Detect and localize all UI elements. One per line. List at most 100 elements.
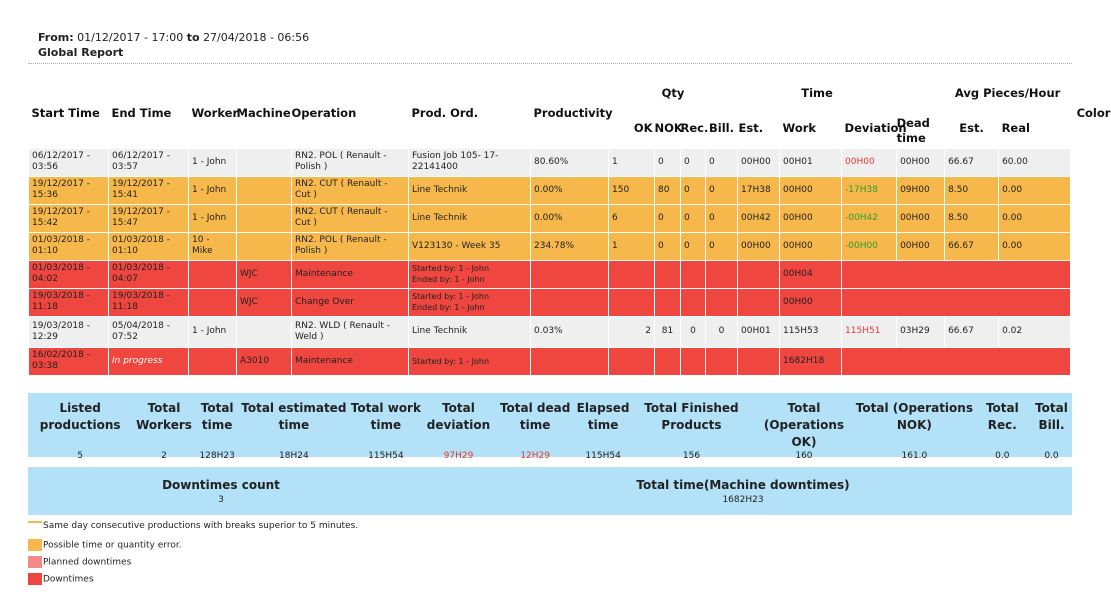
cell-dead: 00H00: [896, 147, 946, 177]
from-label: From:: [38, 31, 74, 44]
cell-order: Line Technik: [408, 203, 531, 233]
cell-start: 19/03/2018 - 12:29: [28, 315, 109, 348]
cell-deviation: -17H38: [841, 175, 898, 205]
cell-ok: 1: [608, 231, 655, 261]
cell-nok: 81: [654, 315, 681, 348]
cell-bill: 0: [704, 315, 739, 348]
total-label-rec: Total Rec.: [985, 401, 1019, 432]
cell-est: 00H01: [737, 315, 781, 348]
cell-deviation: 115H51: [841, 315, 898, 348]
col-qty: Qty: [661, 86, 685, 100]
cell-machine: [236, 231, 292, 261]
cell-order: Fusion Job 105- 17-22141400: [408, 147, 531, 177]
downtimes-count-value: 3: [218, 495, 224, 505]
total-label-elapsed-time: Elapsed time: [576, 401, 630, 432]
col-end-time: End Time: [111, 105, 172, 120]
cell-operation: Maintenance: [291, 346, 409, 376]
cell-rec: [680, 287, 706, 317]
cell-est: [737, 346, 781, 376]
total-value-elapsed-time: 115H54: [585, 451, 621, 461]
cell-rec: 0: [680, 315, 706, 348]
report-header: From: 01/12/2017 - 17:00 to 27/04/2018 -…: [38, 30, 309, 60]
cell-blank: [841, 259, 1072, 289]
cell-work: 00H00: [779, 287, 843, 317]
cell-nok: 80: [654, 175, 681, 205]
table-row: 06/12/2017 - 03:56 06/12/2017 - 03:57 1 …: [28, 147, 1072, 177]
cell-end: 19/03/2018 - 11:18: [108, 287, 189, 317]
total-label-operations-ok: Total (Operations OK): [763, 401, 845, 449]
cell-color: [1070, 231, 1072, 261]
divider: [28, 63, 1072, 64]
downtime-row: 16/02/2018 - 03:38 In progress A3010 Mai…: [28, 346, 1072, 376]
cell-est: [737, 287, 781, 317]
cell-bill: 0: [704, 147, 739, 177]
col-avg: Avg Pieces/Hour: [954, 86, 1061, 100]
cell-ok: 2: [608, 315, 655, 348]
col-qty-rec: Rec.: [680, 120, 709, 135]
cell-color: Red: [1070, 315, 1072, 348]
started-by: Started by: 1 - John: [412, 264, 490, 273]
cell-worker: 1 - John: [188, 147, 237, 177]
total-value-bill: 0.0: [1044, 451, 1059, 461]
cell-productivity: [530, 287, 609, 317]
cell-productivity: [530, 259, 609, 289]
cell-work: 00H01: [779, 147, 843, 177]
to-date: 27/04/2018 - 06:56: [203, 31, 310, 44]
col-time-deviation: Deviation: [844, 120, 907, 135]
color-swatch-hatched: [1070, 346, 1072, 376]
cell-nok: 0: [654, 203, 681, 233]
col-time-est: Est.: [738, 120, 764, 135]
cell-worker: 1 - John: [188, 315, 237, 348]
cell-bill: 0: [704, 175, 739, 205]
total-value-work-time: 115H54: [368, 451, 404, 461]
cell-operation: RN2. CUT ( Renault - Cut ): [291, 203, 409, 233]
date-range: From: 01/12/2017 - 17:00 to 27/04/2018 -…: [38, 30, 309, 45]
cell-machine: A3010: [236, 346, 292, 376]
cell-work: 00H00: [779, 175, 843, 205]
cell-worker: [188, 259, 237, 289]
cell-start: 01/03/2018 - 01:10: [28, 231, 109, 261]
started-by: Started by: 1 - John: [412, 292, 490, 301]
cell-end: 19/12/2017 - 15:47: [108, 203, 189, 233]
cell-machine: [236, 147, 292, 177]
col-operation: Operation: [291, 105, 357, 120]
cell-rec: 0: [680, 147, 706, 177]
cell-started-ended: Started by: 1 - John Ended by: 1 - John: [408, 259, 531, 289]
cell-start: 19/12/2017 - 15:36: [28, 175, 109, 205]
cell-rec: 0: [680, 203, 706, 233]
cell-productivity: 80.60%: [530, 147, 609, 177]
total-value-deviation: 97H29: [443, 451, 474, 461]
total-label-bill: Total Bill.: [1035, 401, 1068, 432]
report-title: Global Report: [38, 46, 124, 59]
total-label-estimated-time: Total estimated time: [241, 401, 347, 432]
total-value-dead-time: 12H29: [520, 451, 550, 461]
total-value-workers: 2: [161, 451, 167, 461]
cell-operation: Change Over: [291, 287, 409, 317]
col-avg-real: Real: [1001, 120, 1030, 135]
cell-end: 01/03/2018 - 04:07: [108, 259, 189, 289]
cell-order: Line Technik: [408, 315, 531, 348]
cell-est: 00H00: [737, 231, 781, 261]
table-row: 01/03/2018 - 01:10 01/03/2018 - 01:10 1 0…: [28, 231, 1072, 261]
cell-productivity: [530, 346, 609, 376]
cell-dead: 03H29: [896, 315, 946, 348]
cell-avg-real: 0.00: [998, 175, 1072, 205]
total-value-finished-products: 156: [682, 451, 701, 461]
color-swatch-hatched: [1070, 287, 1072, 317]
from-date: 01/12/2017 - 17:00: [77, 31, 184, 44]
total-label-time: Total time: [200, 401, 234, 432]
cell-bill: 0: [704, 203, 739, 233]
cell-rec: 0: [680, 175, 706, 205]
cell-productivity: 0.00%: [530, 175, 609, 205]
legend-label: Downtimes: [43, 574, 94, 585]
ended-by: Ended by: 1 - John: [412, 275, 485, 284]
cell-end: 01/03/2018 - 01:10: [108, 231, 189, 261]
cell-blank: [841, 287, 1072, 317]
col-qty-nok: NOK: [654, 120, 683, 135]
cell-nok: [654, 346, 681, 376]
cell-ok: 150: [608, 175, 655, 205]
cell-avg-est: 66.67: [944, 231, 1000, 261]
cell-productivity: 234.78%: [530, 231, 609, 261]
ended-by: Ended by: 1 - John: [412, 303, 485, 312]
cell-work: 00H04: [779, 259, 843, 289]
